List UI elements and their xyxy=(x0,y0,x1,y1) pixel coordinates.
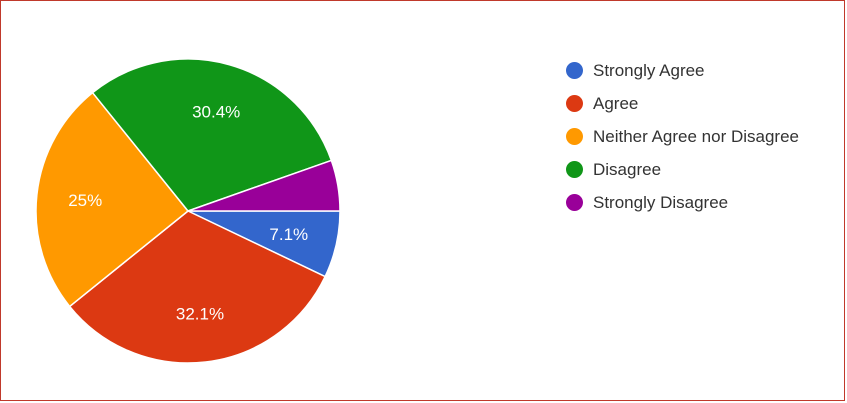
legend-label: Agree xyxy=(593,93,639,113)
legend-label: Neither Agree nor Disagree xyxy=(593,126,800,146)
legend-item: Strongly Agree xyxy=(566,54,799,87)
chart-legend: Strongly Agree Agree Neither Agree nor Dis… xyxy=(566,54,799,219)
legend-label: Strongly Agree xyxy=(593,60,705,80)
slice-label: 32.1% xyxy=(176,305,224,324)
legend-swatch xyxy=(566,161,583,178)
pie-slice-strongly-disagree xyxy=(187,159,341,212)
pie-slice-agree xyxy=(68,210,327,364)
legend-swatch xyxy=(566,194,583,211)
legend-item: Disagree xyxy=(566,153,799,186)
legend-swatch xyxy=(566,95,583,112)
slice-label: 30.4% xyxy=(192,103,240,122)
slice-label: 7.1% xyxy=(269,225,308,244)
legend-label: Disagree xyxy=(593,159,662,179)
slice-label: 25% xyxy=(68,191,102,210)
legend-item: Neither Agree nor Disagree xyxy=(566,120,799,153)
legend-label: Strongly Disagree xyxy=(593,192,729,212)
legend-swatch xyxy=(566,128,583,145)
legend-swatch xyxy=(566,62,583,79)
legend-item: Agree xyxy=(566,87,799,120)
pie-slice-neither-agree-nor-disagree xyxy=(35,91,190,308)
legend-item: Strongly Disagree xyxy=(566,186,799,219)
pie-slice-disagree xyxy=(91,58,333,212)
